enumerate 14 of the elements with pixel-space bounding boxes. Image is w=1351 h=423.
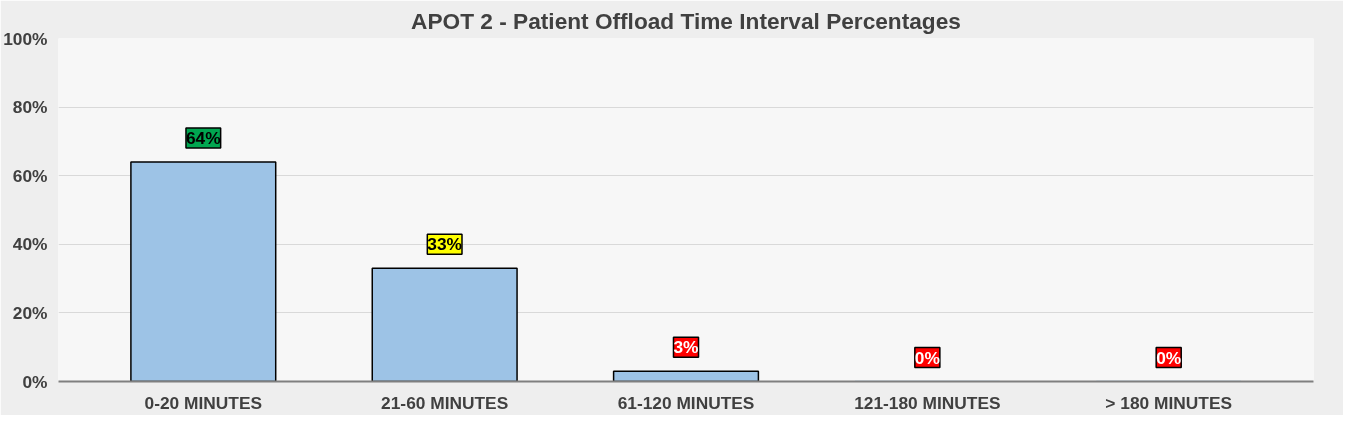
x-tick-label: > 180 MINUTES [1105,392,1233,413]
chart-title: APOT 2 - Patient Offload Time Interval Percentages [411,7,961,34]
x-tick-label: 121-180 MINUTES [854,392,1001,413]
y-tick-label: 60% [12,165,48,186]
data-label: 3% [673,337,699,358]
y-tick-label: 40% [12,234,48,255]
x-tick-label: 61-120 MINUTES [617,392,755,413]
data-label: 0% [1156,347,1182,368]
y-tick-label: 20% [12,302,48,323]
y-tick-label: 0% [22,371,48,392]
y-tick-label: 80% [12,97,48,118]
y-tick-label: 100% [3,28,48,49]
x-tick-label: 0-20 MINUTES [144,392,263,413]
x-tick-label: 21-60 MINUTES [381,392,509,413]
